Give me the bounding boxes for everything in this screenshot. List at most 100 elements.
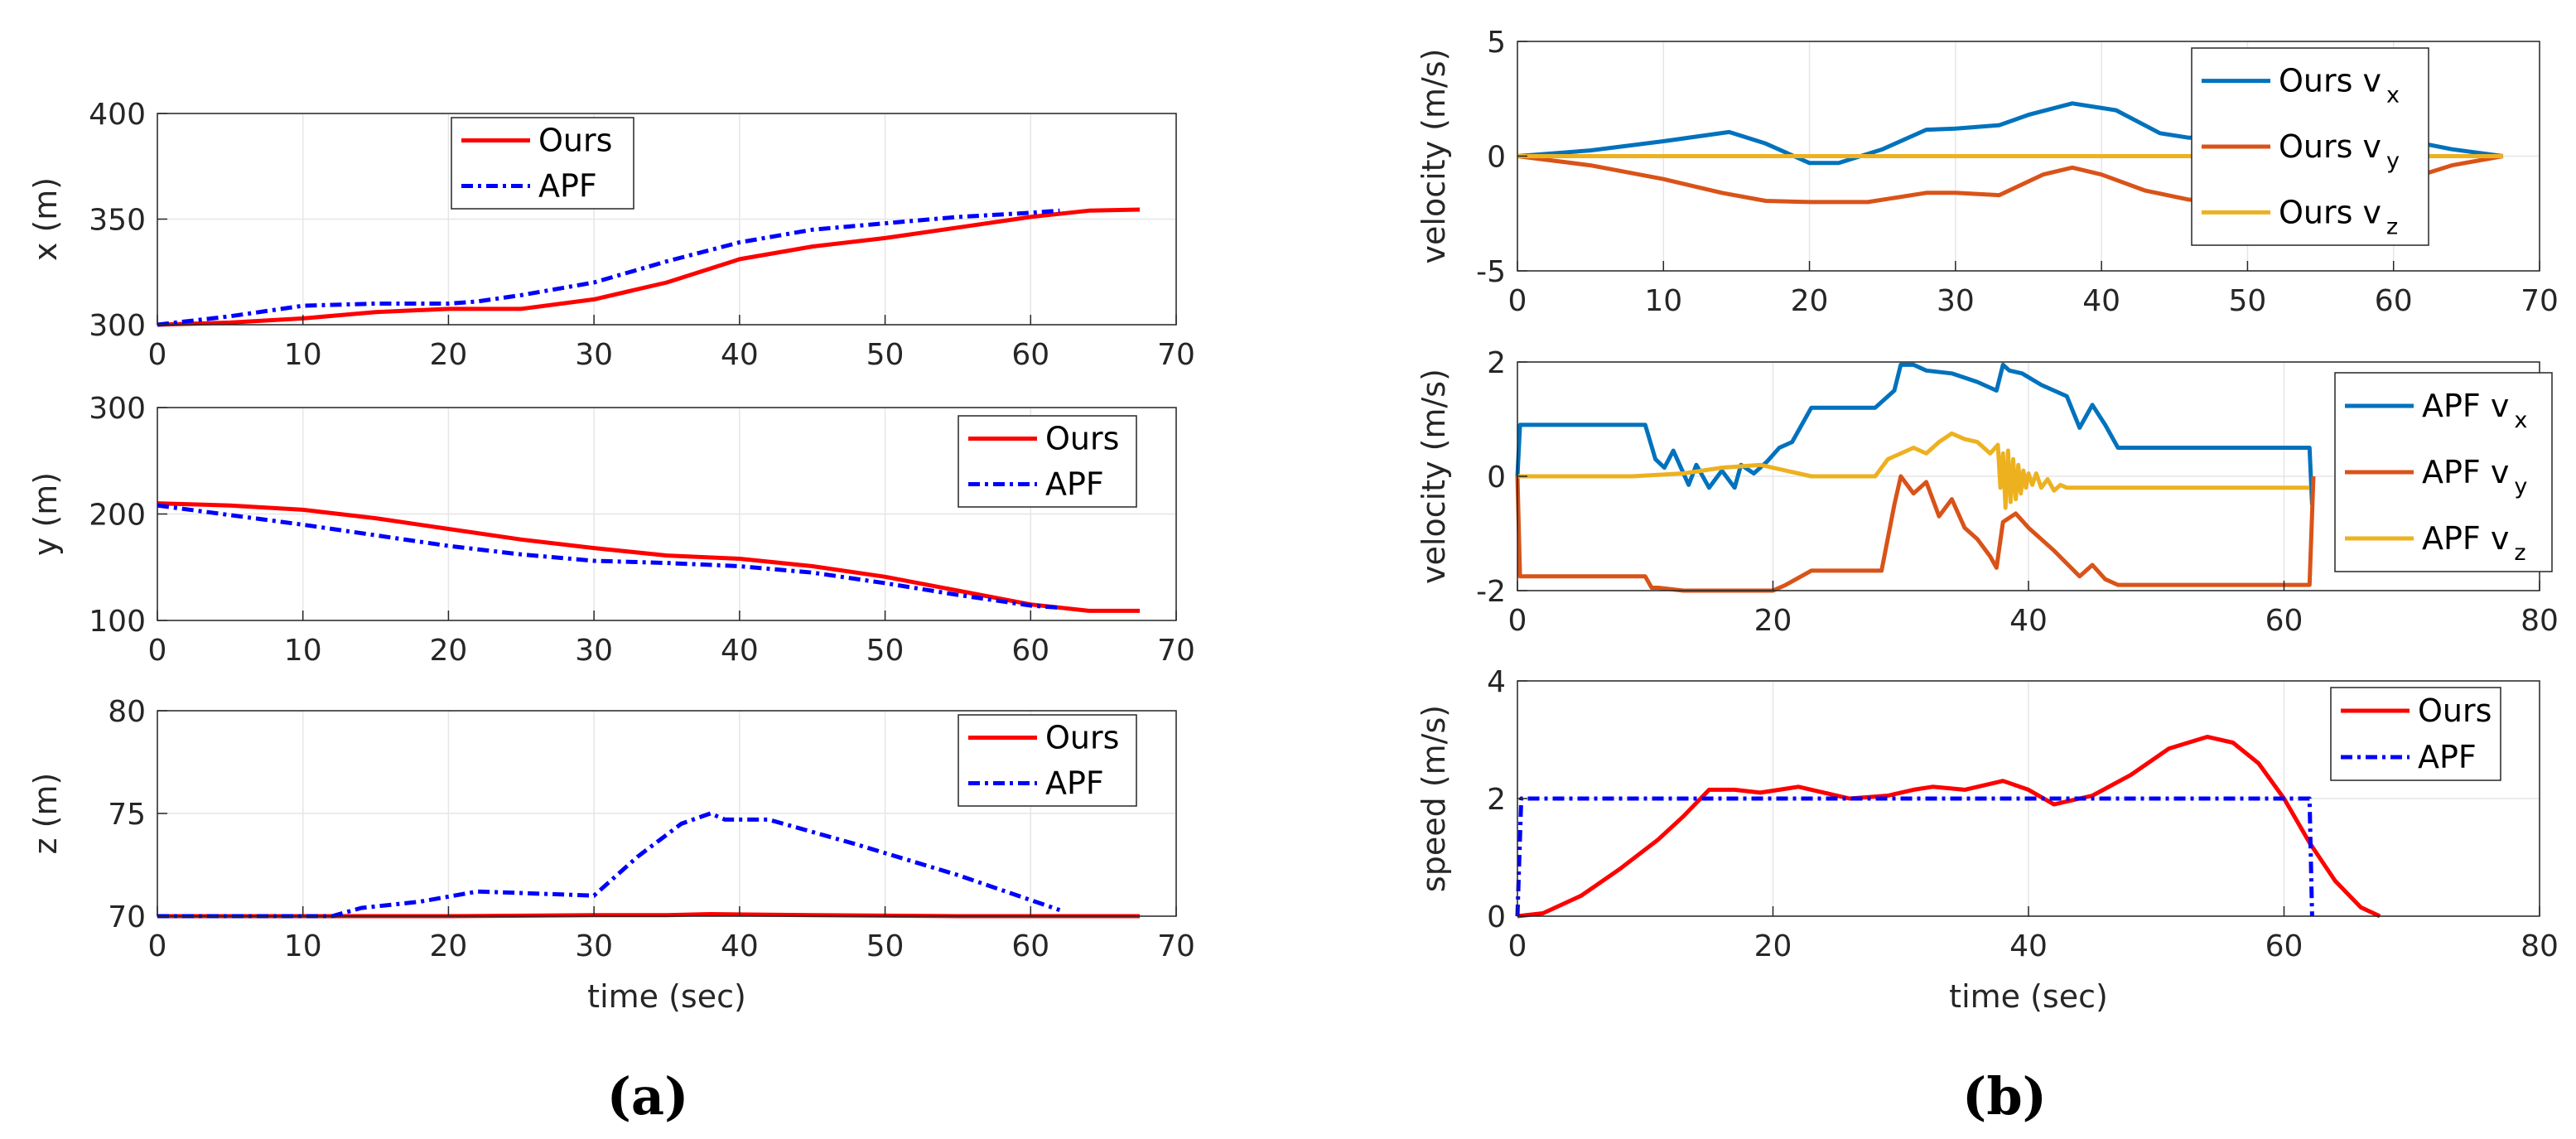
x-tick-label: 20 — [430, 929, 468, 963]
legend-box — [2330, 687, 2501, 781]
legend: Ours APF — [958, 415, 1137, 508]
caption-a: (a) — [607, 1066, 689, 1127]
legend-label-subscript: y — [2514, 474, 2527, 500]
x-tick-label: 40 — [2009, 604, 2048, 638]
x-tick-label: 50 — [2229, 284, 2267, 318]
y-tick-label: 0 — [1487, 461, 1506, 495]
series-line-apf — [157, 503, 1060, 611]
x-tick-label: 0 — [1508, 284, 1527, 318]
y-tick-label: 200 — [89, 499, 146, 533]
legend-label: APF — [2418, 739, 2477, 775]
x-tick-label: 50 — [866, 338, 904, 372]
y-tick-label: 70 — [108, 900, 146, 934]
caption-b: (b) — [1962, 1066, 2047, 1127]
x-tick-label: 40 — [2082, 284, 2120, 318]
x-tick-label: 60 — [2265, 929, 2303, 963]
series-line-ours — [1517, 735, 2381, 919]
x-tick-label: 20 — [1754, 604, 1792, 638]
x-axis-label: time (sec) — [1949, 978, 2108, 1015]
series-line-apf — [1515, 796, 2314, 917]
x-tick-label: 0 — [1508, 604, 1527, 638]
x-tick-label: 10 — [284, 634, 322, 668]
y-tick-label: 2 — [1487, 783, 1506, 817]
legend: Ours APF — [958, 714, 1137, 807]
legend-label: APF v — [2422, 454, 2509, 490]
x-tick-label: 30 — [575, 634, 613, 668]
x-tick-label: 10 — [284, 929, 322, 963]
x-tick-label: 70 — [2521, 284, 2559, 318]
legend-label: Ours v — [2279, 194, 2381, 230]
chart-b3: 0 20 40 60 80 0 2 4 speed (m/s) time (sec) Ours APF — [1416, 665, 2559, 1015]
x-tick-label: 70 — [1157, 634, 1195, 668]
x-tick-label: 30 — [575, 338, 613, 372]
legend-label-subscript: x — [2386, 83, 2400, 109]
x-tick-label: 80 — [2521, 929, 2559, 963]
y-tick-label: 350 — [89, 204, 146, 238]
x-tick-label: 20 — [1754, 929, 1792, 963]
x-tick-label: 60 — [1011, 634, 1049, 668]
x-tick-label: 20 — [1791, 284, 1829, 318]
legend-label: Ours — [1045, 720, 1119, 756]
legend-label: Ours — [2418, 693, 2492, 729]
y-axis-label: velocity (m/s) — [1416, 369, 1452, 584]
x-tick-label: 70 — [1157, 338, 1195, 372]
x-tick-label: 20 — [430, 338, 468, 372]
chart-a1: 0 10 20 30 40 50 60 70 300 350 400 x (m) Ours APF — [27, 98, 1195, 372]
x-tick-label: 60 — [2375, 284, 2413, 318]
series-line-apf-vx — [1515, 362, 2314, 505]
y-tick-label: 400 — [89, 98, 146, 132]
y-axis-label: y (m) — [27, 472, 64, 556]
x-tick-label: 30 — [1937, 284, 1975, 318]
x-tick-label: 0 — [148, 338, 167, 372]
legend: Ours APF — [451, 117, 634, 210]
legend-label-subscript: y — [2386, 148, 2400, 174]
x-tick-label: 50 — [866, 929, 904, 963]
legend-label: APF — [1045, 765, 1104, 802]
y-tick-label: 2 — [1487, 346, 1506, 380]
x-axis-label: time (sec) — [587, 978, 746, 1015]
y-tick-label: 75 — [108, 798, 146, 832]
x-tick-label: 10 — [1644, 284, 1682, 318]
legend-label-subscript: x — [2514, 408, 2527, 433]
x-tick-label: 60 — [1011, 929, 1049, 963]
legend-box — [451, 117, 634, 210]
series-line-apf-vz — [1517, 431, 2310, 510]
legend-box — [958, 714, 1137, 807]
x-tick-label: 40 — [721, 929, 759, 963]
legend: Ours APF — [2330, 687, 2501, 781]
legend-label: APF v — [2422, 520, 2509, 557]
y-tick-label: 300 — [89, 309, 146, 343]
legend-label-subscript: z — [2386, 214, 2398, 239]
y-tick-label: 100 — [89, 605, 146, 639]
x-tick-label: 50 — [866, 634, 904, 668]
chart-a2: 0 10 20 30 40 50 60 70 100 200 300 y (m) Ours APF — [27, 392, 1195, 668]
x-tick-label: 0 — [148, 929, 167, 963]
x-tick-label: 0 — [148, 634, 167, 668]
y-tick-label: 80 — [108, 695, 146, 729]
y-axis-label: x (m) — [27, 177, 64, 261]
x-tick-label: 60 — [2265, 604, 2303, 638]
x-tick-label: 40 — [721, 634, 759, 668]
y-tick-label: -2 — [1476, 575, 1506, 609]
x-tick-label: 20 — [430, 634, 468, 668]
legend-label: Ours — [1045, 421, 1119, 457]
y-tick-label: 300 — [89, 392, 146, 426]
legend-label: Ours — [538, 123, 612, 159]
legend-box — [958, 415, 1137, 508]
x-tick-label: 0 — [1508, 929, 1527, 963]
legend-label: Ours v — [2279, 128, 2381, 165]
x-tick-label: 70 — [1157, 929, 1195, 963]
series-line-apf — [157, 208, 1060, 327]
series-line-ours — [157, 207, 1141, 327]
series-line-apf — [157, 811, 1061, 919]
y-tick-label: 4 — [1487, 665, 1506, 699]
x-tick-label: 40 — [721, 338, 759, 372]
legend-label: APF — [538, 168, 597, 205]
y-tick-label: 0 — [1487, 900, 1506, 934]
legend-label: APF — [1045, 466, 1104, 503]
legend-label: Ours v — [2279, 63, 2381, 99]
